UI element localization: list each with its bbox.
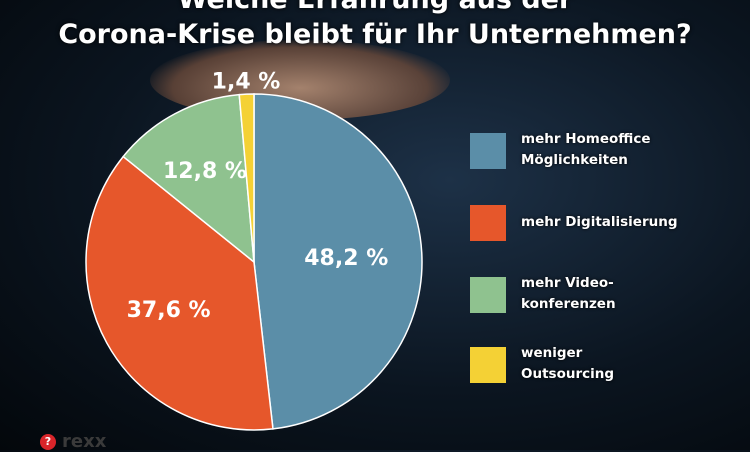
pie-slice-2	[85, 155, 274, 431]
logo-mark-icon: ?	[40, 433, 56, 450]
slice-label-1: 48,2 %	[304, 246, 388, 271]
legend-swatch	[470, 347, 506, 383]
pie-slice-1	[253, 93, 423, 430]
pie-slice-4	[238, 93, 255, 263]
legend-label: mehr Homeoffice Möglichkeiten	[521, 131, 651, 168]
pie-slice-3	[122, 93, 255, 264]
rexx-logo: ? rexx	[40, 431, 106, 452]
legend-label: weniger Outsourcing	[521, 345, 615, 382]
chart-title-line-2: Corona-Krise bleibt für Ihr Unternehmen?	[58, 19, 692, 50]
legend-swatch	[470, 133, 506, 169]
logo-text: rexx	[62, 431, 107, 452]
slice-label-2: 37,6 %	[127, 298, 211, 323]
slice-label-3: 12,8 %	[163, 159, 247, 184]
legend-label: mehr Digitalisierung	[521, 214, 678, 230]
legend-label: mehr Video-konferenzen	[521, 275, 616, 312]
legend-swatch	[470, 205, 506, 241]
chart-title-line-1: Welche Erfahrung aus der	[0, 0, 750, 15]
legend-swatch	[470, 277, 506, 313]
slice-label-4: 1,4 %	[212, 70, 281, 95]
